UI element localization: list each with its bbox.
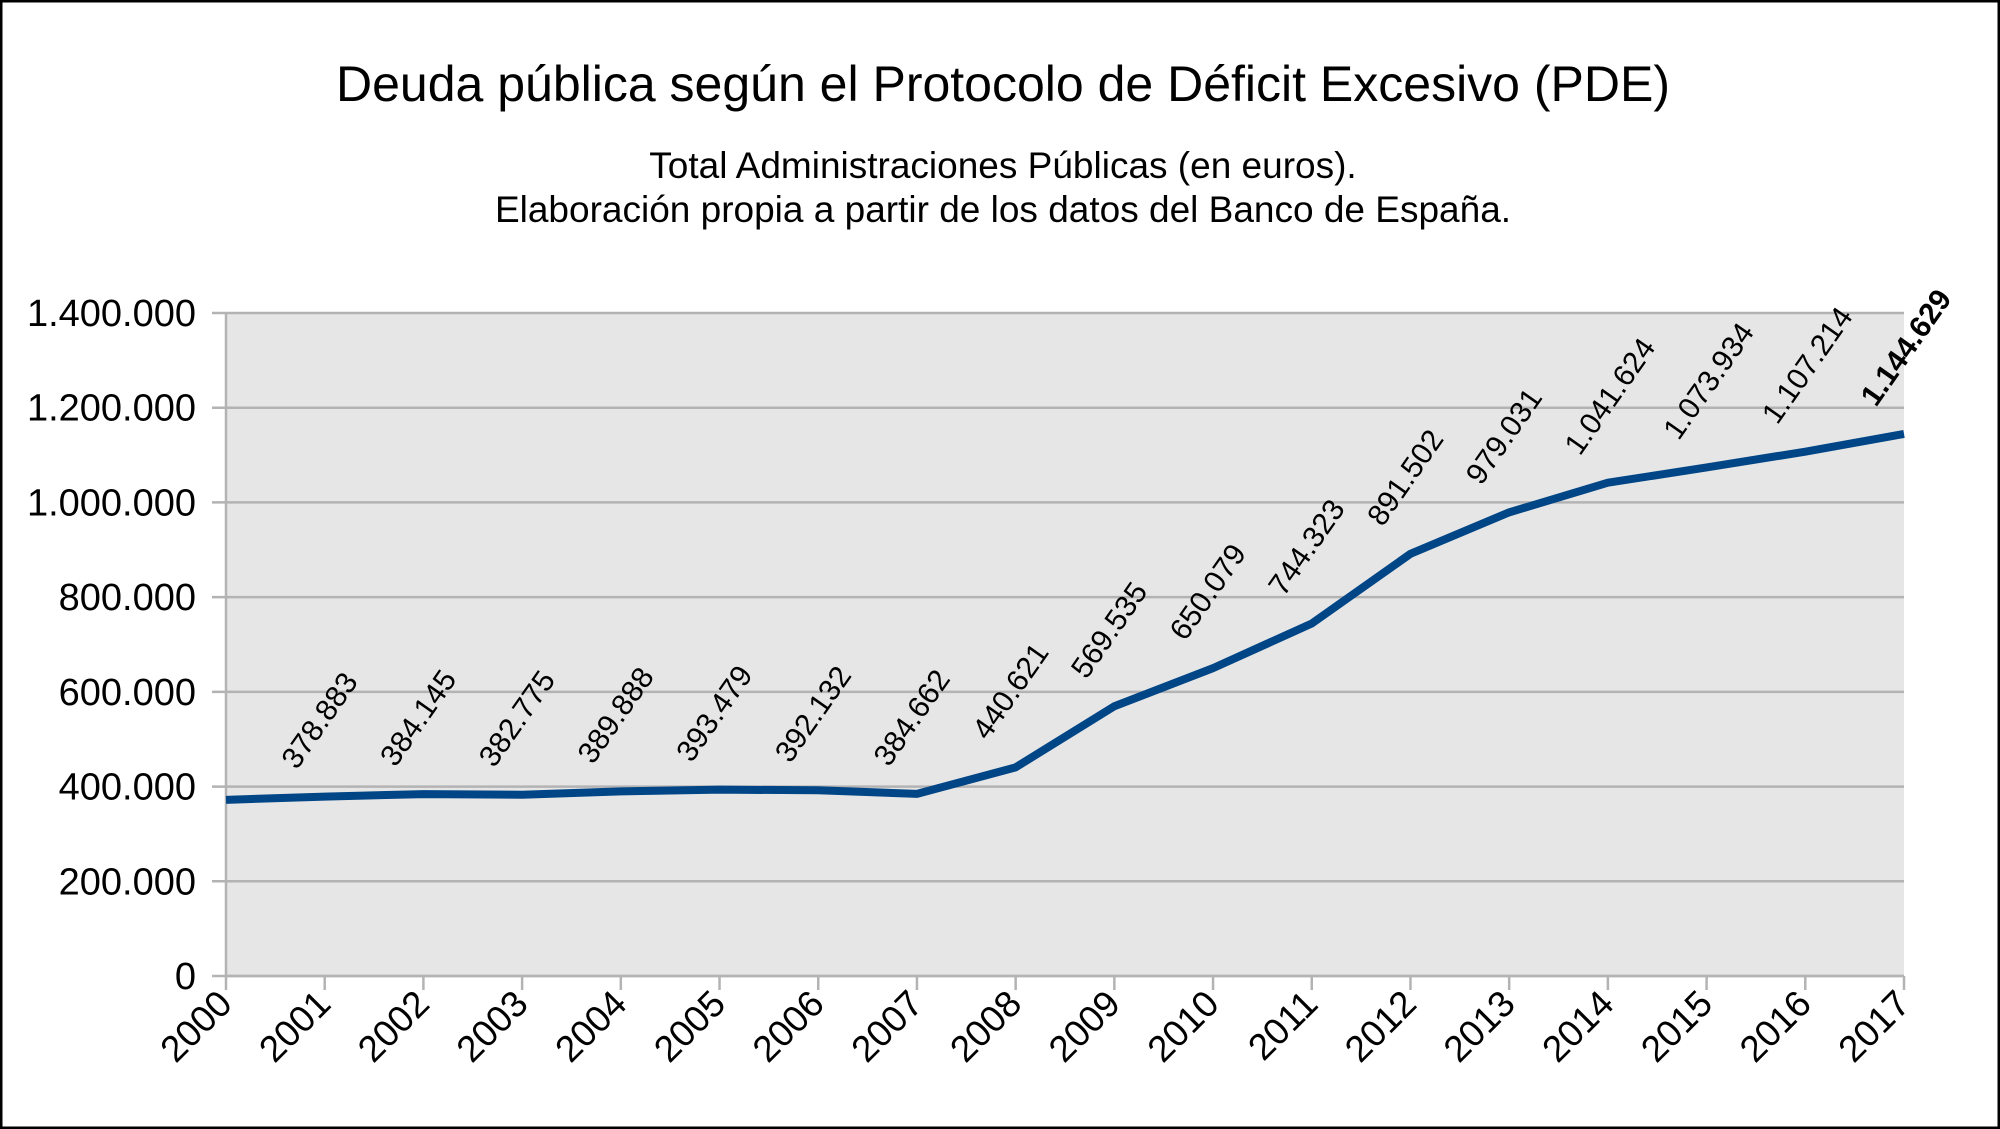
y-tick-label: 1.400.000 (27, 293, 196, 335)
chart-subtitle: Total Administraciones Públicas (en euro… (649, 145, 1356, 186)
chart-subtitle: Elaboración propia a partir de los datos… (495, 189, 1511, 230)
data-line (225, 429, 1905, 804)
y-tick-label: 400.000 (59, 767, 196, 809)
y-tick-label: 1.200.000 (27, 388, 196, 430)
y-tick-label: 600.000 (59, 672, 196, 714)
plot-area (226, 313, 1904, 976)
y-tick-label: 0 (175, 956, 196, 998)
y-tick-label: 1.000.000 (27, 482, 196, 524)
y-tick-label: 800.000 (59, 577, 196, 619)
y-tick-label: 200.000 (59, 861, 196, 903)
chart-title: Deuda pública según el Protocolo de Défi… (336, 56, 1670, 112)
